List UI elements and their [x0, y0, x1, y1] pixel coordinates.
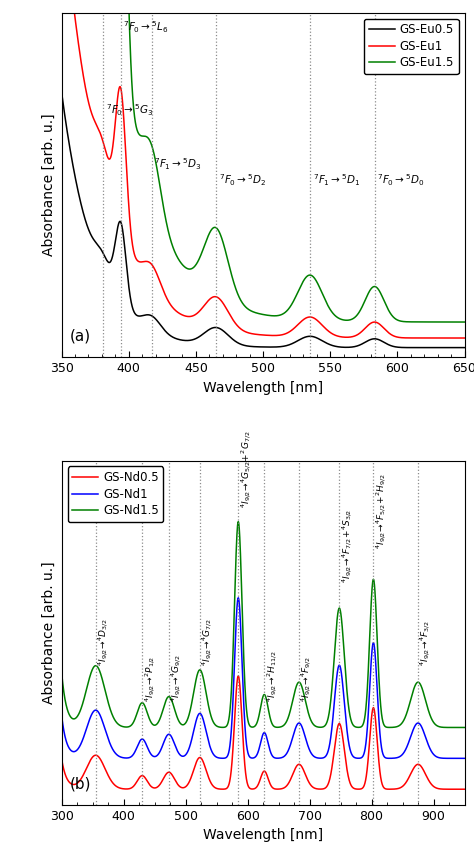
Text: $^7F_1{\rightarrow}^5D_1$: $^7F_1{\rightarrow}^5D_1$: [313, 173, 360, 188]
GS-Nd0.5: [429, 780, 435, 790]
Line: GS-Eu0.5: GS-Eu0.5: [62, 93, 465, 347]
GS-Nd1.5: [231, 613, 237, 623]
GS-Nd1.5: [449, 722, 455, 733]
GS-Eu0.5: [105, 256, 110, 266]
GS-Eu0.5: [462, 342, 467, 352]
GS-Eu0.5: [231, 335, 237, 345]
Line: GS-Nd0.5: GS-Nd0.5: [62, 676, 465, 789]
GS-Eu1: [128, 232, 134, 242]
GS-Eu1.5: [231, 277, 237, 287]
GS-Nd1: [352, 752, 357, 762]
GS-Eu1.5: [462, 317, 467, 327]
GS-Nd1.5: [59, 668, 64, 678]
GS-Eu1: [105, 152, 110, 162]
GS-Nd0.5: [352, 783, 357, 793]
Text: $^4I_{9/2}\!\rightarrow\!^4F_{3/2}$: $^4I_{9/2}\!\rightarrow\!^4F_{3/2}$: [419, 620, 433, 666]
GS-Eu1: [462, 333, 467, 343]
GS-Nd1: [429, 748, 435, 758]
GS-Nd1: [449, 754, 455, 764]
Y-axis label: Absorbance [arb. u.]: Absorbance [arb. u.]: [42, 561, 56, 704]
GS-Eu1.5: [213, 223, 219, 233]
Text: $^4I_{9/2}\!\rightarrow\!^4F_{9/2}$: $^4I_{9/2}\!\rightarrow\!^4F_{9/2}$: [300, 656, 314, 702]
GS-Nd1.5: [429, 715, 435, 725]
Text: $^7F_0{\rightarrow}^5D_2$: $^7F_0{\rightarrow}^5D_2$: [219, 173, 266, 188]
GS-Nd1: [250, 753, 256, 763]
GS-Nd1: [462, 754, 467, 764]
GS-Nd1: [236, 593, 241, 603]
GS-Eu1: [454, 333, 459, 343]
GS-Nd0.5: [462, 784, 467, 794]
Text: $^4I_{9/2}\!\rightarrow\!^4G_{9/2}$: $^4I_{9/2}\!\rightarrow\!^4G_{9/2}$: [170, 654, 184, 702]
Text: $^4I_{9/2}\!\rightarrow\!^4F_{7/2}\!+\!^4S_{3/2}$: $^4I_{9/2}\!\rightarrow\!^4F_{7/2}\!+\!^…: [340, 508, 355, 583]
Text: $^4I_{9/2}\!\rightarrow\!^2P_{1/2}$: $^4I_{9/2}\!\rightarrow\!^2P_{1/2}$: [144, 656, 158, 702]
Text: $^7F_0{\rightarrow}^5G_3$: $^7F_0{\rightarrow}^5G_3$: [106, 102, 154, 118]
Text: (a): (a): [70, 329, 91, 343]
GS-Nd1.5: [250, 722, 256, 732]
GS-Eu1.5: [410, 317, 416, 327]
GS-Nd0.5: [228, 769, 234, 779]
GS-Nd0.5: [59, 754, 64, 764]
GS-Eu1: [410, 333, 416, 343]
Text: $^7F_1{\rightarrow}^5D_3$: $^7F_1{\rightarrow}^5D_3$: [154, 157, 202, 172]
GS-Eu0.5: [213, 322, 219, 332]
GS-Eu1.5: [128, 71, 134, 81]
GS-Eu0.5: [59, 88, 64, 98]
GS-Nd1.5: [236, 517, 241, 527]
Line: GS-Eu1: GS-Eu1: [62, 0, 465, 338]
GS-Nd1.5: [462, 722, 467, 733]
GS-Eu1: [213, 292, 219, 302]
GS-Eu1.5: [454, 317, 459, 327]
GS-Eu0.5: [410, 342, 416, 352]
GS-Nd0.5: [236, 671, 241, 681]
Legend: GS-Eu0.5, GS-Eu1, GS-Eu1.5: GS-Eu0.5, GS-Eu1, GS-Eu1.5: [364, 19, 459, 74]
Text: $^7F_0{\rightarrow}^5L_6$: $^7F_0{\rightarrow}^5L_6$: [123, 19, 169, 35]
Text: $^4I_{9/2}\!\rightarrow\!^4G_{7/2}$: $^4I_{9/2}\!\rightarrow\!^4G_{7/2}$: [201, 618, 215, 666]
Legend: GS-Nd0.5, GS-Nd1, GS-Nd1.5: GS-Nd0.5, GS-Nd1, GS-Nd1.5: [67, 466, 164, 522]
GS-Nd1.5: [352, 722, 357, 732]
GS-Nd0.5: [250, 784, 256, 794]
GS-Nd1.5: [228, 694, 234, 704]
GS-Eu0.5: [128, 298, 134, 309]
GS-Eu1: [231, 315, 237, 325]
GS-Nd0.5: [449, 784, 455, 794]
GS-Nd0.5: [231, 724, 237, 734]
Text: $^4I_{9/2}\!\rightarrow\!^2H_{11/2}$: $^4I_{9/2}\!\rightarrow\!^2H_{11/2}$: [265, 651, 280, 702]
X-axis label: Wavelength [nm]: Wavelength [nm]: [203, 380, 323, 395]
Text: $^4I_{9/2}\!\rightarrow\!^4D_{3/2}$: $^4I_{9/2}\!\rightarrow\!^4D_{3/2}$: [97, 618, 111, 666]
GS-Eu0.5: [454, 342, 459, 352]
Line: GS-Nd1: GS-Nd1: [62, 598, 465, 759]
GS-Nd1: [228, 731, 234, 741]
GS-Nd1: [231, 668, 237, 678]
GS-Nd1: [59, 711, 64, 721]
X-axis label: Wavelength [nm]: Wavelength [nm]: [203, 829, 323, 842]
Line: GS-Eu1.5: GS-Eu1.5: [62, 0, 465, 322]
Text: $^4I_{9/2}\!\rightarrow\!^4G_{5/2}\!+\!^2G_{7/2}$: $^4I_{9/2}\!\rightarrow\!^4G_{5/2}\!+\!^…: [239, 430, 254, 507]
Text: (b): (b): [70, 776, 91, 792]
Text: $^7F_0{\rightarrow}^5D_0$: $^7F_0{\rightarrow}^5D_0$: [377, 173, 425, 188]
Text: $^4I_{9/2}\!\rightarrow\!^4F_{5/2}\!+\!^2H_{9/2}$: $^4I_{9/2}\!\rightarrow\!^4F_{5/2}\!+\!^…: [374, 474, 389, 550]
Line: GS-Nd1.5: GS-Nd1.5: [62, 522, 465, 728]
Y-axis label: Absorbance [arb. u.]: Absorbance [arb. u.]: [42, 114, 56, 256]
